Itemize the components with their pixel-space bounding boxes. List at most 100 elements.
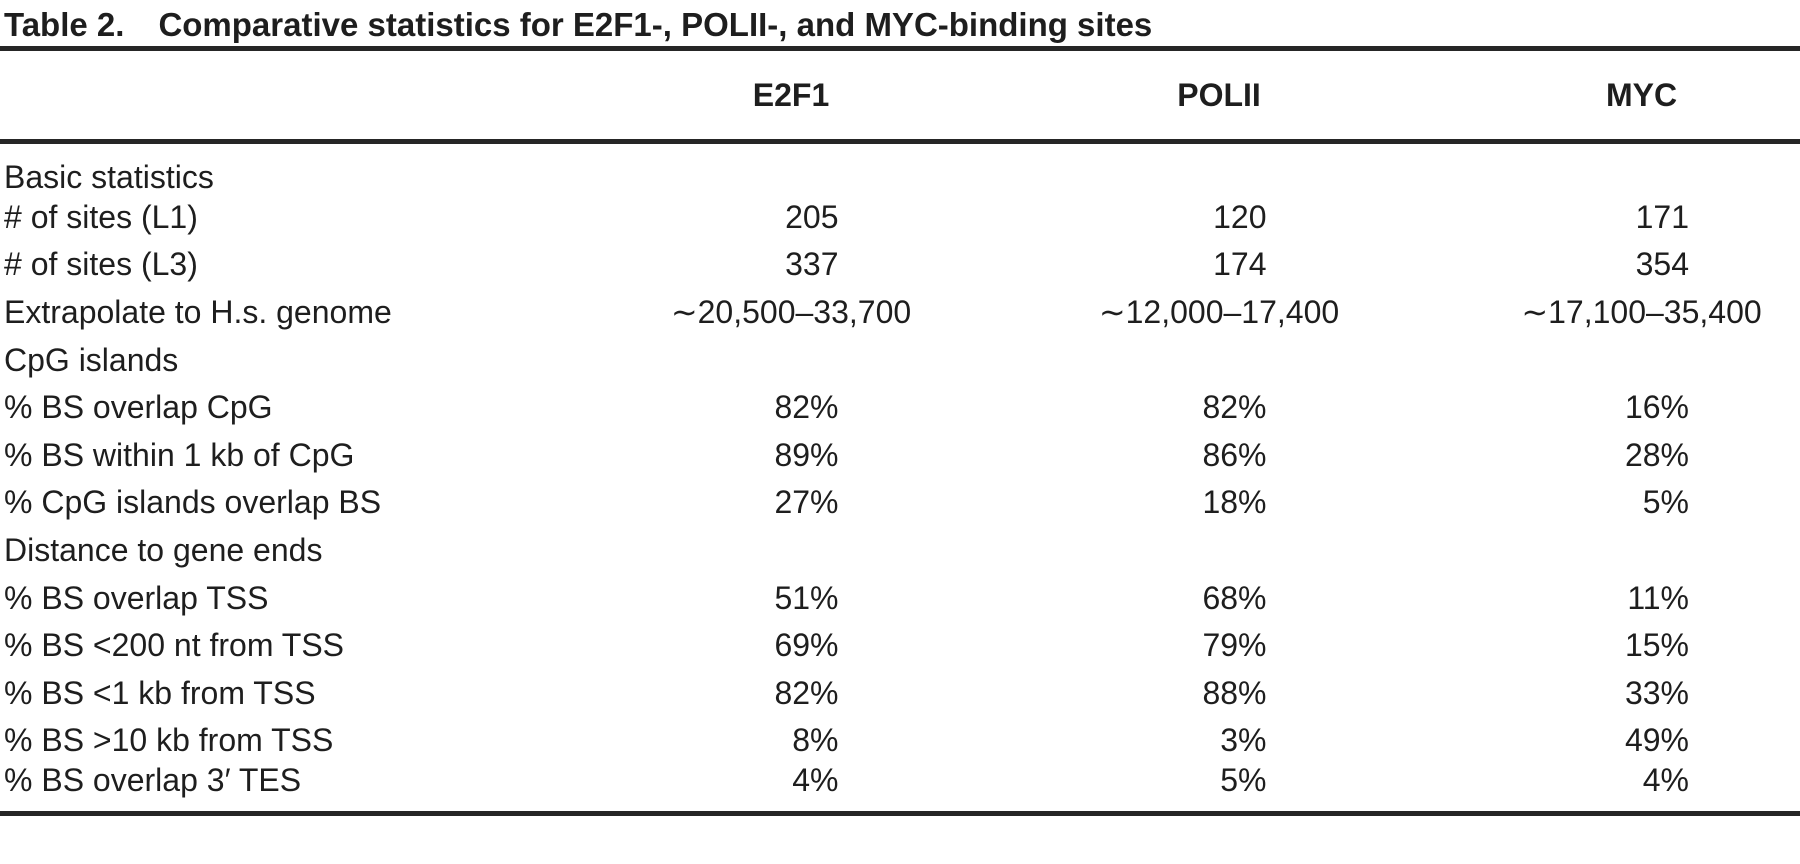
table-row: % BS <1 kb from TSS 82% 88% 33% (0, 669, 1800, 717)
value-cell (1433, 142, 1800, 194)
row-label: % CpG islands overlap BS (4, 484, 382, 521)
value-cell: 27% (577, 479, 1005, 527)
value-number: 51% (774, 579, 839, 616)
value-cell: 120 (1005, 193, 1433, 241)
value-cell (577, 526, 1005, 574)
value-number: 82% (774, 674, 839, 711)
column-header-row: E2F1 POLII MYC (0, 48, 1800, 144)
row-label: % BS >10 kb from TSS (4, 722, 334, 759)
value-number: 15% (1624, 627, 1689, 664)
value-number: 337 (785, 246, 839, 283)
row-label: # of sites (L3) (4, 246, 198, 283)
value-number: 49% (1624, 722, 1689, 759)
value-cell: 5% (1433, 479, 1800, 527)
value-cell: 15% (1433, 621, 1800, 669)
table-row: % BS >10 kb from TSS 8% 3% 49% (0, 717, 1800, 765)
value-number: 69% (774, 627, 839, 664)
value-number: 18% (1202, 484, 1267, 521)
row-label: % BS <1 kb from TSS (4, 674, 316, 711)
section-label: Distance to gene ends (4, 531, 323, 568)
value-cell (577, 336, 1005, 384)
value-number: 16% (1624, 389, 1689, 426)
table-row: % BS overlap TSS 51% 68% 11% (0, 574, 1800, 622)
row-label: # of sites (L1) (4, 198, 198, 235)
value-cell: 82% (1005, 383, 1433, 431)
value-cell: 82% (577, 669, 1005, 717)
value-number: 82% (1202, 389, 1267, 426)
value-cell (577, 142, 1005, 194)
value-cell: 18% (1005, 479, 1433, 527)
value-cell: 68% (1005, 574, 1433, 622)
value-cell: 337 (577, 241, 1005, 289)
value-cell: 16% (1433, 383, 1800, 431)
value-cell: 8% (577, 717, 1005, 765)
column-header-myc: MYC (1433, 48, 1800, 144)
value-cell (1433, 336, 1800, 384)
table-caption: Comparative statistics for E2F1-, POLII-… (158, 6, 1153, 43)
value-number: 174 (1213, 246, 1267, 283)
row-label: % BS within 1 kb of CpG (4, 436, 355, 473)
value-number: 88% (1202, 674, 1267, 711)
value-cell: ∼20,500–33,700 (670, 293, 912, 330)
value-cell: 4% (577, 764, 1005, 814)
value-number: 3% (1220, 722, 1267, 759)
value-number: 89% (774, 436, 839, 473)
table-row: Extrapolate to H.s. genome ∼20,500–33,700… (0, 288, 1800, 336)
value-cell (1433, 526, 1800, 574)
value-number: 28% (1624, 436, 1689, 473)
row-label: % BS overlap TSS (4, 579, 269, 616)
table-row: % BS within 1 kb of CpG 89% 86% 28% (0, 431, 1800, 479)
value-cell: 205 (577, 193, 1005, 241)
value-number: 11% (1627, 579, 1689, 616)
value-cell: 88% (1005, 669, 1433, 717)
value-cell: 86% (1005, 431, 1433, 479)
row-label: % BS overlap 3′ TES (4, 762, 302, 799)
value-number: 8% (792, 722, 839, 759)
value-cell: 49% (1433, 717, 1800, 765)
value-cell: 89% (577, 431, 1005, 479)
table-number-label: Table 2. (4, 6, 125, 43)
value-cell: 28% (1433, 431, 1800, 479)
value-cell: 33% (1433, 669, 1800, 717)
value-cell (1005, 336, 1433, 384)
table-row: % CpG islands overlap BS 27% 18% 5% (0, 479, 1800, 527)
value-number: 171 (1635, 198, 1689, 235)
table-row: % BS overlap CpG 82% 82% 16% (0, 383, 1800, 431)
section-header-row: CpG islands (0, 336, 1800, 384)
value-number: 4% (1642, 762, 1689, 799)
row-label: % BS <200 nt from TSS (4, 627, 345, 664)
value-number: 5% (1642, 484, 1689, 521)
value-cell: ∼17,100–35,400 (1521, 293, 1762, 330)
value-cell: 4% (1433, 764, 1800, 814)
section-label: Basic statistics (4, 159, 214, 195)
value-cell: 11% (1433, 574, 1800, 622)
section-header-row: Distance to gene ends (0, 526, 1800, 574)
row-label: % BS overlap CpG (4, 389, 273, 426)
value-number: 354 (1635, 246, 1689, 283)
value-cell: 3% (1005, 717, 1433, 765)
value-number: 82% (774, 389, 839, 426)
value-cell (1005, 142, 1433, 194)
row-label: Extrapolate to H.s. genome (4, 293, 392, 330)
table-title: Table 2. Comparative statistics for E2F1-… (0, 0, 1800, 46)
value-number: 120 (1213, 198, 1267, 235)
value-number: 68% (1202, 579, 1267, 616)
value-cell (1005, 526, 1433, 574)
value-number: 205 (785, 198, 839, 235)
value-cell: 354 (1433, 241, 1800, 289)
section-header-row: Basic statistics (0, 142, 1800, 194)
table-row: % BS <200 nt from TSS 69% 79% 15% (0, 621, 1800, 669)
value-cell: 51% (577, 574, 1005, 622)
section-label: CpG islands (4, 341, 179, 378)
value-cell: 174 (1005, 241, 1433, 289)
table-row: % BS overlap 3′ TES 4% 5% 4% (0, 764, 1800, 814)
value-cell: 171 (1433, 193, 1800, 241)
row-label-header-empty (0, 48, 577, 144)
column-header-polii: POLII (1005, 48, 1433, 144)
value-cell: 69% (577, 621, 1005, 669)
value-cell: ∼12,000–17,400 (1098, 293, 1340, 330)
value-number: 79% (1202, 627, 1267, 664)
table-row: # of sites (L1) 205 120 171 (0, 193, 1800, 241)
column-header-e2f1: E2F1 (577, 48, 1005, 144)
